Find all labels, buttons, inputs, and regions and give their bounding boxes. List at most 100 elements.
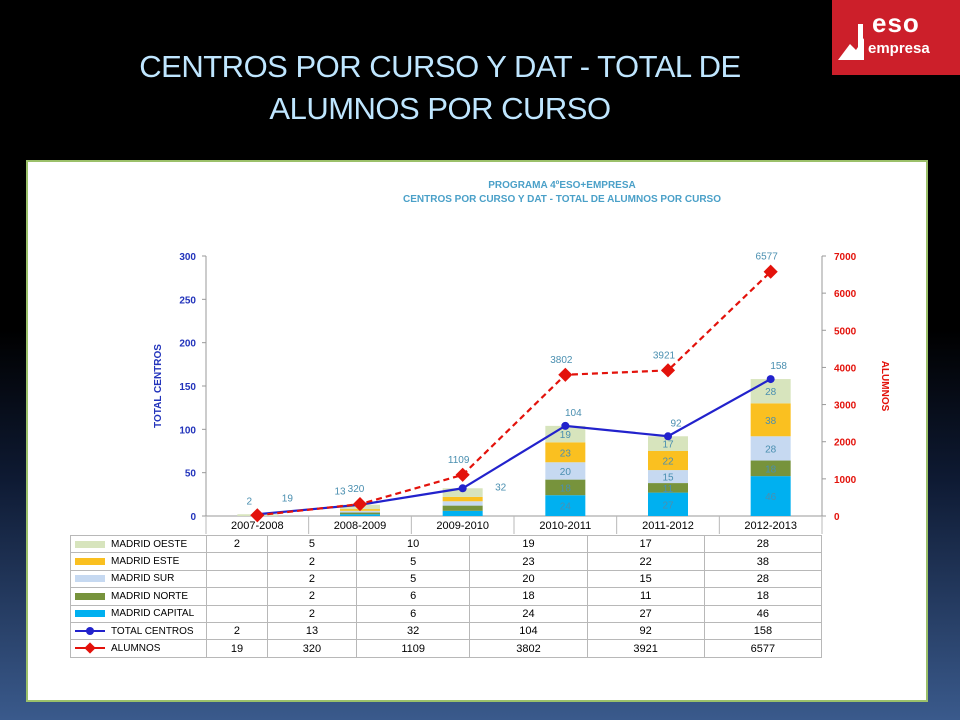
bar-data-label: 46	[765, 492, 777, 503]
bar-segment	[340, 514, 380, 516]
y-tick-label: 50	[185, 469, 197, 480]
table-cell: 3921	[586, 639, 705, 658]
slide-title-line-2: ALUMNOS POR CURSO	[269, 91, 611, 126]
y2-tick-label: 1000	[834, 475, 857, 486]
bar-segment	[750, 379, 791, 404]
bar-segment	[648, 492, 688, 516]
x-tick-label: 2008-2009	[334, 520, 387, 532]
bar-data-label: 11	[663, 484, 674, 495]
table-cell: 11	[586, 587, 705, 606]
table-row: ALUMNOS 19 320 1109 3802 3921 6577	[70, 639, 823, 658]
alumnos-data-label: 1109	[448, 455, 470, 466]
bar-data-label: 20	[560, 467, 572, 478]
alumnos-data-label: 6577	[756, 252, 779, 263]
bar-data-label: 28	[765, 444, 777, 455]
bar-segment	[340, 510, 380, 513]
bar-data-label: 15	[662, 473, 674, 484]
bar-data-label: 27	[662, 500, 674, 511]
table-cell: 2	[206, 534, 268, 554]
bar-segment	[545, 462, 586, 480]
y-tick-label: 150	[179, 382, 196, 393]
y-tick-label: 300	[179, 252, 196, 263]
bar-segment	[648, 451, 688, 471]
total-centros-point	[458, 484, 467, 493]
table-cell: 1109	[355, 639, 471, 658]
table-cell: 32	[355, 621, 471, 641]
legend-swatch	[75, 592, 105, 600]
bar-data-label: 17	[662, 440, 674, 451]
alumnos-data-label: 320	[348, 484, 365, 495]
table-cell: 24	[469, 604, 588, 623]
legend-swatch	[75, 610, 105, 618]
table-cell: 23	[469, 552, 588, 571]
alumnos-point	[352, 497, 368, 512]
alumnos-point	[660, 363, 676, 378]
table-cell: 19	[206, 639, 268, 658]
y-tick-label: 100	[179, 425, 196, 436]
table-cell: 19	[469, 534, 588, 554]
table-cell: 17	[586, 534, 705, 554]
table-row-label: MADRID SUR	[70, 569, 207, 589]
y-axis-label: TOTAL CENTROS	[153, 344, 164, 428]
bar-segment	[545, 479, 586, 496]
table-cell: 46	[703, 604, 823, 623]
bar-segment	[545, 442, 586, 463]
bar-segment	[648, 436, 688, 451]
bar-segment	[545, 425, 586, 443]
table-cell: 3802	[469, 639, 588, 658]
legend-swatch	[75, 540, 105, 548]
x-tick-label: 2010-2011	[539, 520, 591, 532]
bar-data-label: 38	[765, 416, 777, 427]
logo-name: eso	[872, 8, 920, 38]
bar-data-label: 18	[560, 483, 572, 494]
table-cell: 104	[469, 621, 588, 641]
table-row-label: TOTAL CENTROS	[70, 621, 207, 641]
table-row: MADRID CAPITAL 2 6 24 27 46	[70, 604, 823, 623]
x-tick-label: 2007-2008	[231, 520, 284, 532]
bar-segment	[750, 403, 791, 437]
bar-segment	[442, 510, 483, 516]
total-centros-point	[664, 432, 672, 441]
y2-tick-label: 0	[834, 512, 840, 523]
y2-tick-label: 4000	[834, 363, 857, 374]
chart-title: PROGRAMA 4ºESO+EMPRESA	[488, 180, 635, 191]
table-cell: 28	[703, 534, 823, 554]
slide-title: CENTROS POR CURSO Y DAT - TOTAL DE ALUMN…	[60, 46, 820, 130]
table-cell: 2	[266, 587, 357, 606]
table-cell: 5	[355, 552, 471, 571]
alumnos-data-label: 3921	[653, 350, 676, 361]
table-row-label: ALUMNOS	[70, 639, 207, 658]
bar-data-label: 22	[662, 457, 674, 468]
bar-data-label: 19	[560, 430, 572, 441]
table-cell: 5	[266, 534, 357, 554]
table-cell	[206, 604, 268, 623]
table-cell: 6577	[703, 639, 823, 658]
x-tick-label: 2009-2010	[436, 520, 489, 532]
total-centros-line	[257, 378, 772, 516]
bar-segment	[648, 470, 688, 484]
table-row-label: MADRID ESTE	[70, 552, 207, 571]
table-cell: 320	[266, 639, 357, 658]
table-cell: 15	[586, 569, 705, 589]
table-cell: 2	[266, 604, 357, 623]
x-tick-label: 2011-2012	[642, 520, 694, 532]
table-cell: 2	[266, 569, 357, 589]
legend-line-swatch	[75, 642, 105, 655]
y2-tick-label: 5000	[834, 326, 857, 337]
bar-segment	[545, 495, 586, 516]
table-row-label: MADRID OESTE	[70, 534, 207, 554]
total-centros-point	[766, 375, 775, 384]
table-row: MADRID SUR 2 5 20 15 28	[70, 569, 823, 589]
alumnos-line	[257, 270, 772, 517]
legend-swatch	[75, 557, 105, 565]
table-cell: 10	[355, 534, 471, 554]
alumnos-data-label: 3802	[550, 355, 573, 366]
table-cell: 6	[355, 604, 471, 623]
bar-segment	[442, 501, 483, 506]
logo-sub: empresa	[868, 40, 930, 57]
table-cell: 38	[703, 552, 823, 571]
bar-data-label: 18	[765, 464, 777, 475]
alumnos-point	[455, 467, 470, 482]
table-cell: 5	[355, 569, 471, 589]
legend-line-swatch	[75, 626, 105, 636]
